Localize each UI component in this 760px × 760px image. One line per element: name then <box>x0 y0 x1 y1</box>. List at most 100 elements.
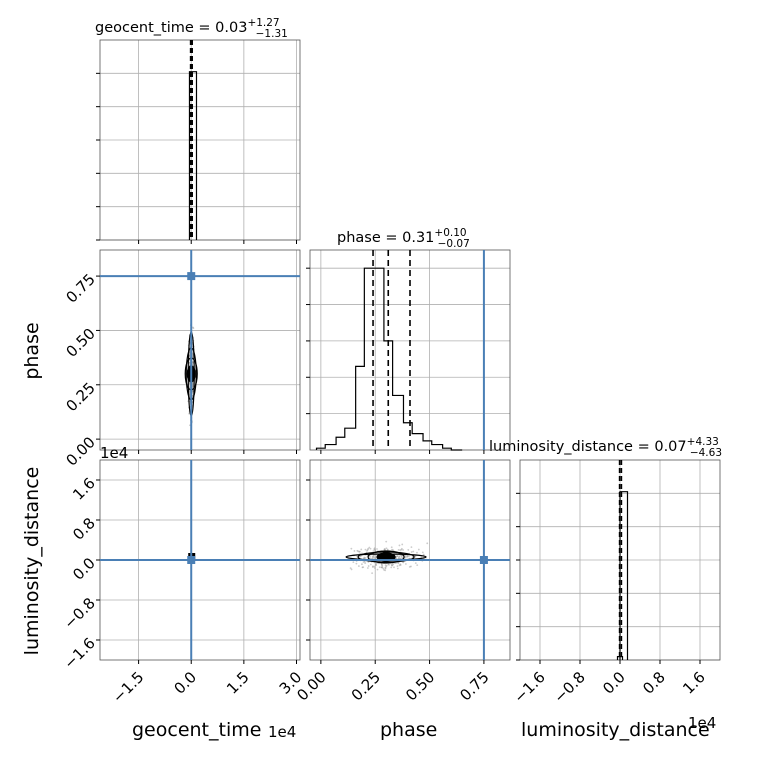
sample-point <box>369 555 371 558</box>
sample-point <box>366 549 368 552</box>
sample-point <box>192 327 195 330</box>
sample-point <box>367 565 370 567</box>
y-tick-label: 0.75 <box>62 270 98 306</box>
sample-point <box>416 564 419 567</box>
x-tick-label: 0.8 <box>639 668 669 698</box>
hist-bar <box>188 71 198 240</box>
sample-point <box>368 546 371 549</box>
sample-point <box>406 555 408 558</box>
sample-point <box>373 567 376 569</box>
x-tick-label: 0.75 <box>456 668 492 704</box>
sample-point <box>378 566 381 569</box>
sample-point <box>404 556 407 559</box>
sample-point <box>421 551 424 554</box>
panel-luminosity-distance-vs-geocent-time <box>96 459 301 664</box>
sample-point <box>402 549 405 551</box>
sample-point <box>349 567 352 569</box>
sample-point <box>396 567 399 570</box>
sample-point <box>376 568 379 571</box>
sample-point <box>384 548 386 551</box>
y-tick-label: 0.50 <box>62 325 98 361</box>
sample-point <box>363 560 366 563</box>
offset-text-luminosity-distance-x: 1e4 <box>688 714 716 732</box>
sample-point <box>396 555 398 558</box>
panel-hist-luminosity-distance <box>516 459 721 664</box>
offset-text-geocent-time: 1e4 <box>268 723 296 741</box>
sample-point <box>414 562 417 565</box>
sample-point <box>385 547 388 550</box>
x-tick-label: 1.6 <box>679 668 709 698</box>
sample-point <box>395 562 397 565</box>
x-tick-label: 0.25 <box>348 668 384 704</box>
sample-point <box>407 548 410 551</box>
sample-point <box>381 564 384 567</box>
sample-point <box>390 563 393 566</box>
y-tick-label: −0.8 <box>60 594 98 632</box>
sample-point <box>359 555 362 558</box>
sample-point <box>410 565 412 568</box>
ylabel-phase: phase <box>21 322 43 379</box>
sample-point <box>369 547 372 550</box>
x-tick-label: 0.00 <box>293 668 329 704</box>
sample-point <box>372 550 375 552</box>
sample-point <box>364 548 367 551</box>
sample-point <box>355 562 358 565</box>
density-contour <box>367 550 405 564</box>
sample-point <box>407 555 410 558</box>
sample-point <box>371 572 374 575</box>
sample-point <box>397 548 400 551</box>
sample-point <box>382 567 385 570</box>
sample-point <box>367 547 370 550</box>
panel-hist-geocent-time <box>96 39 301 244</box>
sample-point <box>410 546 413 549</box>
panel-frame <box>99 249 301 451</box>
panel-luminosity-distance-vs-phase <box>306 459 511 664</box>
title-luminosity-distance: luminosity_distance = 0.07+4.33 −4.63 <box>489 436 722 459</box>
y-tick-label: 0.8 <box>69 514 99 544</box>
sample-point <box>399 563 402 566</box>
sample-point <box>398 544 401 547</box>
x-tick-label: 1.5 <box>223 668 253 698</box>
x-tick-label: −1.6 <box>510 668 548 706</box>
sample-point <box>396 565 399 568</box>
hist-step-line <box>315 267 463 451</box>
sample-point <box>398 555 401 558</box>
sample-point <box>375 563 377 566</box>
x-tick-label: 0.50 <box>402 668 438 704</box>
sample-point <box>374 549 377 552</box>
y-tick-label: −1.6 <box>60 634 98 672</box>
xlabel-phase: phase <box>380 719 437 741</box>
sample-point <box>393 566 395 569</box>
sample-point <box>387 563 390 566</box>
sample-point <box>361 563 363 566</box>
truth-marker <box>479 556 488 564</box>
truth-marker <box>187 556 196 564</box>
sample-point <box>376 548 378 550</box>
xlabel-luminosity-distance: luminosity_distance <box>521 719 710 741</box>
y-tick-label: 0.25 <box>62 379 98 415</box>
xlabel-geocent-time: geocent_time <box>132 719 261 741</box>
sample-point <box>357 550 360 553</box>
sample-point <box>373 565 376 568</box>
sample-point <box>390 546 393 549</box>
x-tick-label: 0.0 <box>170 668 200 698</box>
sample-point <box>372 566 374 568</box>
ylabel-luminosity-distance: luminosity_distance <box>21 467 43 656</box>
sample-point <box>385 540 388 543</box>
sample-point <box>374 556 377 559</box>
sample-point <box>400 548 403 551</box>
density-contour <box>357 551 415 563</box>
sample-point <box>420 556 423 558</box>
sample-point <box>404 563 407 565</box>
sample-point <box>384 567 387 570</box>
sample-point <box>369 563 372 566</box>
sample-point <box>392 563 395 566</box>
sample-point <box>384 564 387 567</box>
panel-hist-phase <box>306 249 511 454</box>
offset-text-luminosity-distance-y: 1e4 <box>100 444 128 462</box>
sample-point <box>359 550 361 553</box>
sample-point <box>392 549 395 551</box>
tick-labels: −1.5 0.0 1.5 3.00.00 0.25 0.50 0.75 −1.6 −0.8 0.0… <box>60 270 708 706</box>
sample-point <box>390 566 393 569</box>
sample-point <box>380 566 383 569</box>
